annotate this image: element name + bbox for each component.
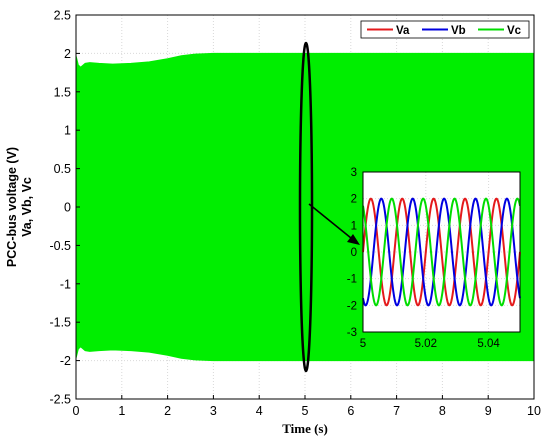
main-y-tick-label: 2 <box>64 47 71 61</box>
legend: Va Vb Vc <box>360 20 530 39</box>
inset-y-ticks: 3 2 1 0 -1 -2 -3 <box>347 167 357 339</box>
main-y-tick-label: 0 <box>64 201 71 215</box>
main-y-tick-label: -0.5 <box>49 239 71 253</box>
legend-entries: Va Vb Vc <box>367 25 522 37</box>
main-x-tick-label: 7 <box>393 404 400 418</box>
main-x-tick-label: 3 <box>210 404 217 418</box>
inset-y-tick-label: 2 <box>351 194 357 206</box>
legend-label-vc: Vc <box>507 25 522 37</box>
inset-x-tick-label: 5.02 <box>415 338 437 350</box>
legend-label-va: Va <box>396 25 410 37</box>
inset-series-vb <box>362 197 521 307</box>
y-axis-label-line-2: Va, Vb, Vc <box>20 177 34 237</box>
main-x-tick-label: 2 <box>164 404 171 418</box>
y-axis-label-line-1: PCC-bus voltage (V) <box>5 147 19 267</box>
main-x-tick-label: 1 <box>118 404 125 418</box>
main-y-tick-label: 2.5 <box>54 9 71 23</box>
inset-x-tick-label: 5 <box>360 338 366 350</box>
main-y-tick-label: -1 <box>60 277 71 291</box>
inset-plot-frame <box>362 171 521 333</box>
main-y-ticks: 2.5 2 1.5 1 0.5 0 -0.5 -1 -1.5 -2 -2.5 <box>49 9 80 407</box>
main-x-tick-label: 9 <box>485 404 492 418</box>
legend-label-vb: Vb <box>451 25 466 37</box>
main-y-tick-label: -2 <box>60 354 71 368</box>
main-y-tick-label: 1 <box>64 124 71 138</box>
main-x-tick-label: 4 <box>256 404 263 418</box>
zoom-arrowhead <box>347 234 360 245</box>
main-x-tick-label: 6 <box>347 404 354 418</box>
inset-y-tick-label: 3 <box>351 167 357 179</box>
main-x-tick-label: 5 <box>302 404 309 418</box>
inset-y-tick-label: 0 <box>351 247 357 259</box>
inset-y-tick-label: -3 <box>347 327 357 339</box>
main-y-tick-label: -1.5 <box>49 316 71 330</box>
main-y-tick-label: 1.5 <box>54 85 71 99</box>
main-x-tick-label: 8 <box>439 404 446 418</box>
main-y-tick-label: -2.5 <box>49 393 71 407</box>
inset-x-tick-label: 5.04 <box>477 338 500 350</box>
inset-y-tick-label: -2 <box>347 300 357 312</box>
inset-y-tick-label: 1 <box>351 220 357 232</box>
inset-series-vc <box>362 197 521 307</box>
main-x-tick-label: 0 <box>73 404 80 418</box>
zoom-arrow <box>308 203 352 239</box>
inset-x-ticks: 5 5.02 5.04 <box>360 338 501 350</box>
inset-series-va <box>362 197 521 307</box>
inset-y-tick-label: -1 <box>347 274 357 286</box>
inset-series-layer <box>362 197 521 307</box>
main-x-tick-label: 10 <box>527 404 541 418</box>
x-axis-label: Time (s) <box>282 421 328 436</box>
main-y-tick-label: 0.5 <box>54 162 71 176</box>
main-x-ticks: 0 1 2 3 4 5 6 7 8 9 10 <box>73 395 541 418</box>
